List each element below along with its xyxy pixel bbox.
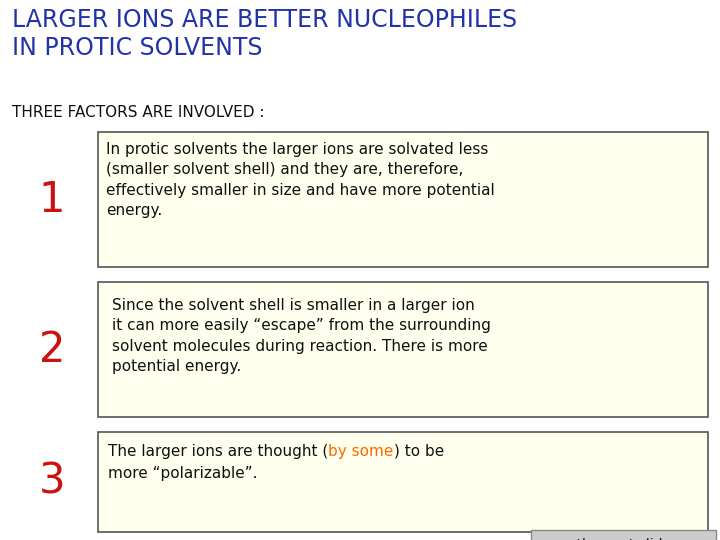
Bar <box>98 432 708 532</box>
Text: Since the solvent shell is smaller in a larger ion
it can more easily “escape” f: Since the solvent shell is smaller in a … <box>112 298 491 374</box>
Text: 1: 1 <box>39 179 66 220</box>
Text: In protic solvents the larger ions are solvated less
(smaller solvent shell) and: In protic solvents the larger ions are s… <box>106 142 495 218</box>
Text: ) to be: ) to be <box>394 444 444 459</box>
Text: 3: 3 <box>39 461 66 503</box>
Text: by some: by some <box>328 444 394 459</box>
Bar <box>98 282 708 417</box>
Bar <box>531 530 716 540</box>
Text: THREE FACTORS ARE INVOLVED :: THREE FACTORS ARE INVOLVED : <box>12 105 264 120</box>
Text: LARGER IONS ARE BETTER NUCLEOPHILES
IN PROTIC SOLVENTS: LARGER IONS ARE BETTER NUCLEOPHILES IN P… <box>12 8 517 60</box>
Text: more “polarizable”.: more “polarizable”. <box>108 466 258 481</box>
Text: 2: 2 <box>39 328 66 370</box>
Bar <box>98 132 708 267</box>
Text: The larger ions are thought (: The larger ions are thought ( <box>108 444 328 459</box>
Text: see the next slide …..: see the next slide ….. <box>549 538 698 540</box>
